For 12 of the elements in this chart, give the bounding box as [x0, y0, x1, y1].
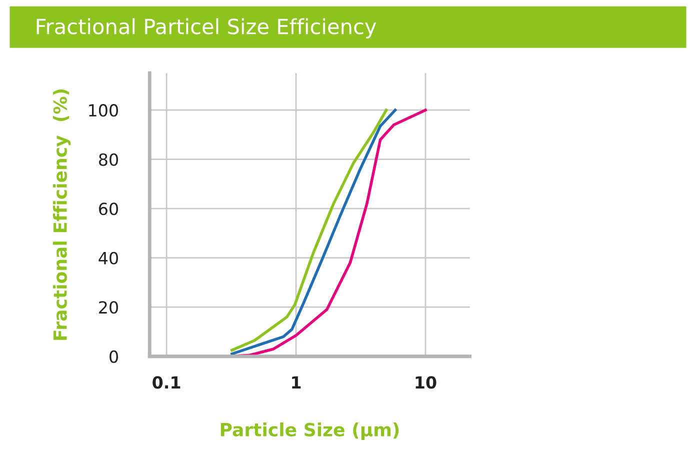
y-tick-label: 100 [89, 104, 118, 117]
x-tick-label: 1 [292, 376, 301, 388]
y-tick-label: 60 [99, 202, 118, 216]
y-axis-title: Fractional Efficiency (%) [52, 90, 71, 340]
x-axis-title: Particle Size (µm) [220, 422, 399, 440]
y-tick-label: 40 [98, 252, 118, 264]
chart-title: Fractional Particel Size Efficiency [36, 18, 376, 38]
y-tick-label: 20 [99, 301, 118, 314]
y-tick-label: 0 [110, 350, 118, 363]
y-tick-label: 80 [99, 153, 118, 166]
x-tick-label: 10 [416, 376, 436, 389]
x-tick-label: 0.1 [152, 376, 180, 389]
